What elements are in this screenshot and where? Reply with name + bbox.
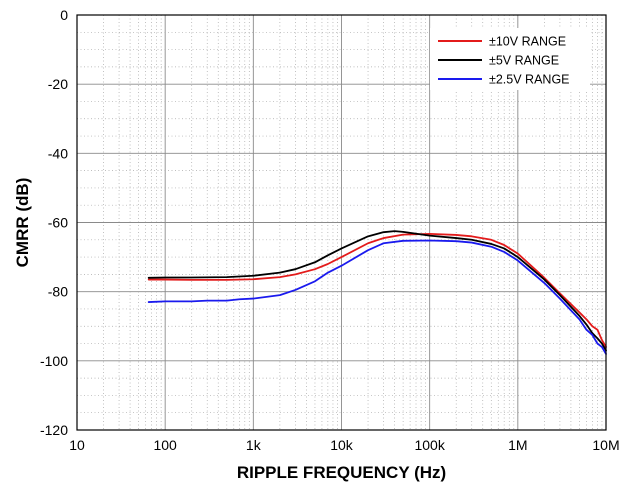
series-line-3 — [147, 239, 607, 355]
x-tick-label: 1k — [246, 437, 262, 453]
x-axis-title: RIPPLE FREQUENCY (Hz) — [237, 463, 446, 482]
x-tick-label: 10k — [330, 437, 354, 453]
series-line-2 — [147, 230, 607, 352]
x-tick-label: 10 — [69, 437, 85, 453]
y-tick-label: -100 — [40, 353, 68, 369]
y-tick-label: 0 — [60, 7, 68, 23]
y-tick-label: -80 — [48, 284, 68, 300]
legend-label-1: ±10V RANGE — [489, 35, 566, 49]
x-tick-label: 1M — [508, 437, 527, 453]
legend-label-3: ±2.5V RANGE — [489, 73, 570, 87]
y-tick-label: -60 — [48, 215, 68, 231]
y-tick-label: -40 — [48, 145, 68, 161]
x-tick-label: 100k — [414, 437, 445, 453]
x-tick-label: 100 — [153, 437, 177, 453]
y-tick-labels: 0 -20 -40 -60 -80 -100 -120 — [40, 7, 68, 438]
y-tick-label: -20 — [48, 76, 68, 92]
plot-frame — [76, 14, 607, 431]
series-lines — [147, 230, 607, 355]
x-tick-labels: 10 100 1k 10k 100k 1M 10M — [69, 437, 619, 453]
x-tick-label: 10M — [592, 437, 619, 453]
legend: ±10V RANGE ±5V RANGE ±2.5V RANGE — [430, 28, 590, 90]
y-tick-label: -120 — [40, 422, 68, 438]
y-axis-title: CMRR (dB) — [13, 178, 32, 268]
legend-label-2: ±5V RANGE — [489, 54, 559, 68]
series-line-1 — [147, 233, 607, 348]
